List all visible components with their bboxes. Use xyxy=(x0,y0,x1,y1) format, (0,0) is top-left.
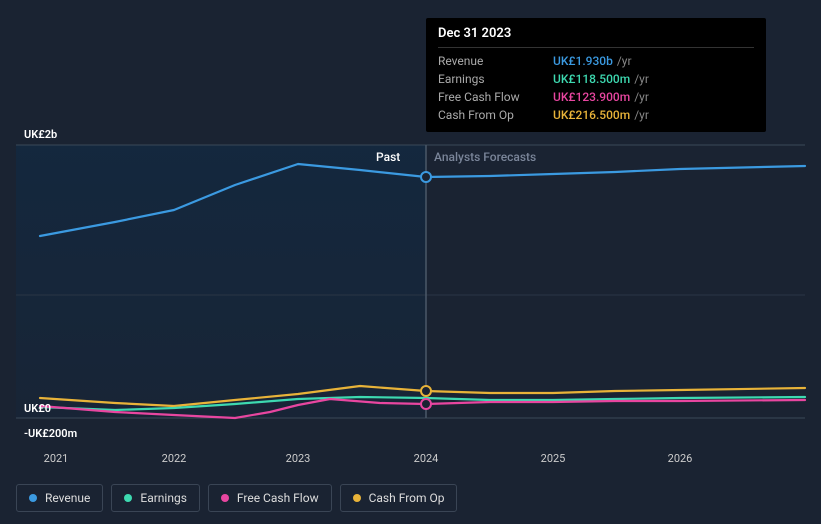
legend-label-cash-from-op: Cash From Op xyxy=(369,491,445,505)
legend-dot-fcf xyxy=(221,494,229,502)
legend-dot-cash-from-op xyxy=(353,494,361,502)
tooltip-row-label: Revenue xyxy=(438,54,553,68)
tooltip-date: Dec 31 2023 xyxy=(438,26,754,48)
legend-dot-revenue xyxy=(29,494,37,502)
hover-tooltip: Dec 31 2023 RevenueUK£1.930b/yrEarningsU… xyxy=(426,18,766,132)
tooltip-row-unit: /yr xyxy=(634,72,649,86)
y-tick-0: UK£2b xyxy=(24,128,57,141)
y-tick-2: -UK£200m xyxy=(24,427,77,440)
tooltip-row-0: RevenueUK£1.930b/yr xyxy=(438,52,754,70)
legend-revenue[interactable]: Revenue xyxy=(16,484,103,512)
x-tick-5: 2026 xyxy=(668,452,693,465)
legend-label-earnings: Earnings xyxy=(140,491,187,505)
x-tick-2: 2023 xyxy=(286,452,311,465)
tooltip-row-value: UK£118.500m xyxy=(553,72,630,86)
tooltip-row-label: Cash From Op xyxy=(438,108,553,122)
tooltip-row-3: Cash From OpUK£216.500m/yr xyxy=(438,106,754,124)
tooltip-row-value: UK£123.900m xyxy=(553,90,630,104)
legend-earnings[interactable]: Earnings xyxy=(111,484,200,512)
x-tick-0: 2021 xyxy=(44,452,69,465)
section-forecast-label: Analysts Forecasts xyxy=(434,150,536,164)
legend-dot-earnings xyxy=(124,494,132,502)
tooltip-row-label: Earnings xyxy=(438,72,553,86)
section-past-label: Past xyxy=(376,150,400,164)
x-tick-3: 2024 xyxy=(414,452,439,465)
tooltip-row-1: EarningsUK£118.500m/yr xyxy=(438,70,754,88)
x-tick-4: 2025 xyxy=(541,452,566,465)
legend: Revenue Earnings Free Cash Flow Cash Fro… xyxy=(16,484,457,512)
x-tick-1: 2022 xyxy=(162,452,187,465)
legend-label-fcf: Free Cash Flow xyxy=(237,491,319,505)
legend-cash-from-op[interactable]: Cash From Op xyxy=(340,484,458,512)
tooltip-row-value: UK£1.930b xyxy=(553,54,613,68)
tooltip-row-unit: /yr xyxy=(634,108,649,122)
tooltip-row-label: Free Cash Flow xyxy=(438,90,553,104)
legend-fcf[interactable]: Free Cash Flow xyxy=(208,484,332,512)
legend-label-revenue: Revenue xyxy=(45,491,90,505)
tooltip-row-unit: /yr xyxy=(634,90,649,104)
tooltip-row-2: Free Cash FlowUK£123.900m/yr xyxy=(438,88,754,106)
tooltip-row-unit: /yr xyxy=(617,54,632,68)
y-tick-1: UK£0 xyxy=(24,402,51,415)
financials-chart: UK£2b UK£0 -UK£200m Past Analysts Foreca… xyxy=(0,0,821,524)
tooltip-row-value: UK£216.500m xyxy=(553,108,630,122)
